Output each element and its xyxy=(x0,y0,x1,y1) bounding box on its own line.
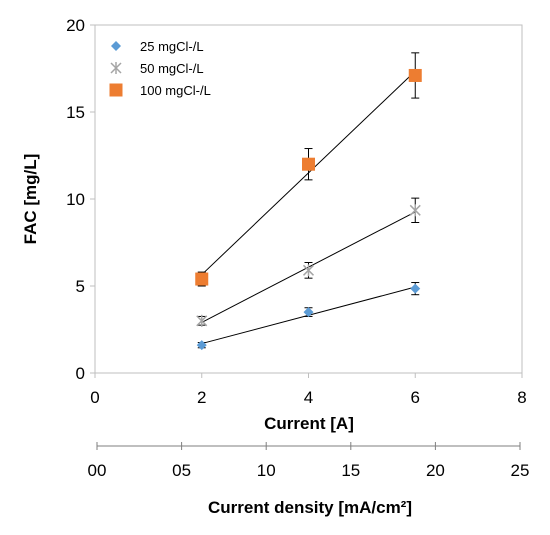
data-point xyxy=(408,68,422,82)
data-point xyxy=(302,264,315,277)
legend-label: 50 mgCl-/L xyxy=(140,61,204,76)
secondary-x-tick-label: 25 xyxy=(511,461,530,480)
secondary-x-tick-label: 20 xyxy=(426,461,445,480)
legend-marker xyxy=(111,41,121,51)
secondary-x-tick-label: 00 xyxy=(88,461,107,480)
y-tick-label: 0 xyxy=(76,364,85,383)
data-point xyxy=(302,157,315,171)
secondary-x-tick-label: 05 xyxy=(172,461,191,480)
data-point xyxy=(196,314,208,327)
secondary-x-axis: 00 05 10 15 20 25 xyxy=(88,442,530,480)
x-tick-label: 4 xyxy=(304,388,313,407)
y-tick-label: 5 xyxy=(76,277,85,296)
legend-marker xyxy=(109,83,123,97)
legend: 25 mgCl-/L 50 mgCl-/L 100 mgCl-/L xyxy=(109,39,211,98)
data-point xyxy=(410,283,421,294)
y-axis: 0 5 10 15 20 xyxy=(66,16,95,383)
legend-label: 100 mgCl-/L xyxy=(140,83,211,98)
data-point xyxy=(196,340,207,351)
data-point xyxy=(409,204,421,217)
legend-marker xyxy=(110,62,122,74)
y-tick-label: 15 xyxy=(66,103,85,122)
x-axis: 0 2 4 6 8 xyxy=(90,373,527,407)
x-tick-label: 8 xyxy=(517,388,526,407)
y-tick-label: 10 xyxy=(66,190,85,209)
data-point xyxy=(195,272,209,286)
data-point xyxy=(303,307,314,318)
y-axis-title: FAC [mg/L] xyxy=(21,154,40,245)
data-points xyxy=(195,68,422,351)
y-tick-label: 20 xyxy=(66,16,85,35)
secondary-x-axis-title: Current density [mA/cm²] xyxy=(208,498,412,517)
x-tick-label: 2 xyxy=(197,388,206,407)
x-axis-title: Current [A] xyxy=(264,414,354,433)
secondary-x-tick-label: 15 xyxy=(341,461,360,480)
legend-label: 25 mgCl-/L xyxy=(140,39,204,54)
secondary-x-tick-label: 10 xyxy=(257,461,276,480)
x-tick-label: 6 xyxy=(411,388,420,407)
x-tick-label: 0 xyxy=(90,388,99,407)
